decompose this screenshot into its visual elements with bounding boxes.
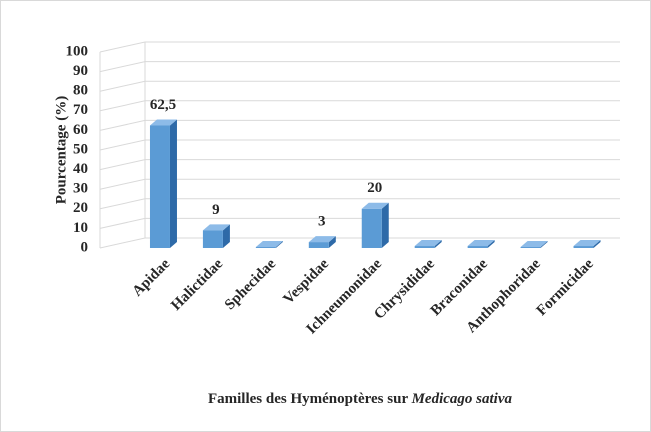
data-label: 62,5	[150, 97, 176, 113]
bar-side	[487, 240, 495, 248]
bar	[202, 224, 230, 248]
y-tick-label: 100	[66, 43, 89, 59]
x-axis-title-text: Familles des Hyménoptères sur	[208, 391, 408, 407]
y-tick-label: 80	[73, 83, 88, 99]
bar	[520, 241, 548, 248]
bar-side	[275, 241, 283, 248]
bar-side	[222, 224, 230, 248]
bar-front	[520, 247, 541, 248]
bar	[361, 202, 389, 248]
data-label: 9	[212, 202, 220, 218]
y-tick-label: 90	[73, 63, 88, 79]
bar-front	[202, 230, 223, 248]
y-tick-label: 50	[73, 141, 88, 157]
bar-side	[328, 236, 336, 248]
bar-front	[573, 246, 594, 248]
bar-top	[308, 236, 336, 243]
bar-top	[361, 202, 389, 209]
bar-side	[381, 202, 389, 248]
bar	[573, 240, 601, 248]
bar-side	[540, 241, 548, 248]
bar-front	[467, 246, 488, 248]
data-label: 3	[318, 214, 326, 230]
bar-top	[255, 241, 283, 248]
bar-top	[414, 240, 442, 247]
bar-front	[149, 125, 170, 248]
bar	[467, 240, 495, 248]
bar	[414, 240, 442, 248]
bar-front	[414, 246, 435, 248]
bar-top	[520, 241, 548, 248]
bar-side	[169, 119, 177, 248]
y-tick-label: 0	[81, 239, 89, 255]
y-tick-label: 30	[73, 181, 88, 197]
bar-top	[149, 119, 177, 126]
bar-top	[202, 224, 230, 231]
bar-top	[573, 240, 601, 247]
y-tick-label: 40	[73, 161, 88, 177]
bar-front	[308, 242, 329, 248]
bar	[255, 241, 283, 248]
y-tick-label: 60	[73, 122, 88, 138]
bar	[149, 119, 177, 248]
y-tick-label: 70	[73, 102, 88, 118]
bar-front	[361, 208, 382, 248]
bar-front	[255, 247, 276, 248]
bar-side	[434, 240, 442, 248]
x-axis-title: Familles des Hyménoptères sur Medicago s…	[208, 391, 513, 407]
data-label: 20	[367, 180, 382, 196]
bar-side	[593, 240, 601, 248]
y-tick-label: 20	[73, 200, 88, 216]
x-axis-title-italic: Medicago sativa	[411, 391, 513, 407]
y-axis-title: Pourcentage (%)	[53, 96, 69, 204]
bar-top	[467, 240, 495, 247]
y-tick-label: 10	[73, 220, 88, 236]
bar	[308, 236, 336, 248]
